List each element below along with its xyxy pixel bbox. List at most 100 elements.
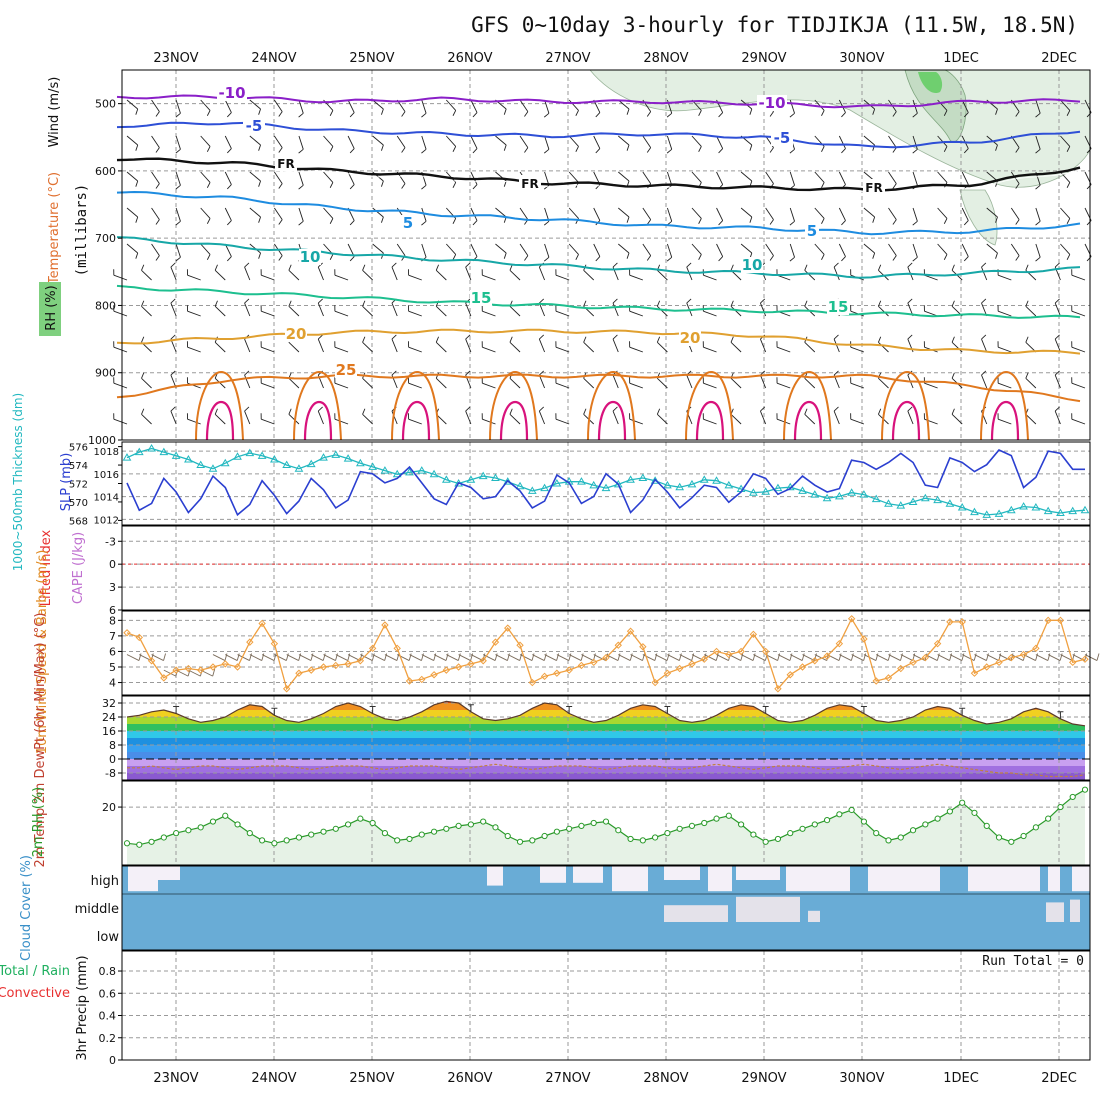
pressure-axis-label: (millibars) [74, 184, 90, 277]
wind-barb-flag [465, 370, 471, 376]
wind-barb [1025, 377, 1037, 389]
wind-barb-flag [612, 262, 618, 268]
wind-barb-flag [981, 298, 987, 304]
wind-barb [151, 99, 160, 112]
wind-barb-10m-flag [973, 653, 977, 661]
wind-barb [274, 99, 283, 112]
contour-label-bg [771, 130, 793, 146]
wind-barb [396, 135, 406, 148]
top-day-label: 29NOV [741, 51, 786, 66]
wind-barb-flag [258, 252, 261, 259]
wind-barb [912, 243, 918, 258]
wind-barb [838, 207, 846, 221]
wind-barb [691, 171, 702, 183]
wind-barb [912, 207, 918, 222]
wind-barb [465, 266, 472, 281]
wind-barb [1035, 207, 1041, 222]
wind-speed-point [1019, 650, 1028, 659]
wind-barb [372, 99, 384, 110]
wind-barb-flag [821, 218, 825, 224]
top-day-label: 25NOV [349, 51, 394, 66]
wind-barb-10m [188, 669, 201, 677]
contour-label-bg [741, 257, 763, 273]
wind-speed-point [307, 666, 315, 674]
wind-speed-point [196, 666, 205, 674]
wind-barb-10m [900, 654, 913, 661]
wind-barb-flag [329, 218, 334, 224]
wind-barb [435, 341, 447, 353]
thickness-point [896, 501, 906, 509]
wind-barb [200, 171, 211, 183]
wind-barb-flag [401, 111, 406, 117]
slp-panel-frame [121, 441, 1091, 526]
wind-barb-flag [155, 183, 160, 189]
wind-speed-point [516, 641, 524, 649]
wind-barb-flag [170, 406, 176, 412]
wind-speed-point [614, 641, 622, 649]
isotherm-25-lobe [685, 370, 734, 441]
wind-barb [629, 310, 644, 317]
wind-barb-10m [1047, 654, 1061, 661]
wind-barb-10m-flag [654, 653, 658, 661]
thickness-point [527, 486, 537, 494]
wind-barb [288, 377, 300, 389]
wind-barb [838, 135, 846, 149]
wind-barb-flag [278, 219, 283, 225]
wind-barb-10m [654, 654, 668, 661]
wind-barb [495, 135, 507, 146]
wind-barb-flag [317, 298, 323, 304]
wind-barb-flag [349, 148, 355, 154]
top-day-label: 27NOV [545, 51, 590, 66]
wind-barb-10m-flag [519, 653, 523, 661]
rh-point [1032, 824, 1039, 831]
wind-barb [126, 207, 139, 218]
wind-barb [317, 302, 324, 317]
top-day-label: 24NOV [251, 51, 296, 66]
wind-barb [1054, 374, 1061, 389]
wind-barb [323, 135, 334, 147]
rh-point [369, 819, 376, 827]
wind-barb-10m [986, 654, 999, 661]
wind-speed-point [761, 647, 770, 656]
wind-barb [1054, 338, 1061, 353]
wind-barb [583, 341, 595, 353]
wind-barb-flag [226, 256, 232, 262]
wind-barb-flag [1054, 370, 1060, 376]
thickness-point [1019, 502, 1028, 510]
wind-barb [703, 418, 717, 425]
wind-barb-10m [286, 654, 299, 661]
li-axis-label: Lifted Index [39, 529, 54, 606]
wind-barb [372, 243, 384, 254]
wind-barb [538, 374, 546, 389]
wind-barb [961, 171, 969, 185]
rh-point [467, 821, 474, 828]
wind-barb-flag [509, 264, 513, 271]
precip-convective-label: Convective [0, 986, 70, 1001]
rh-point [787, 830, 794, 837]
wind-barb-10m-flag [1059, 653, 1063, 661]
wind-barb [814, 243, 825, 255]
wind-barb-flag [833, 370, 839, 376]
wind-barb [997, 418, 1012, 425]
wind-barb-flag [170, 334, 176, 340]
rh-point [234, 821, 241, 828]
chart-title: GFS 0~10day 3-hourly for TIDJIKJA (11.5W… [471, 13, 1078, 37]
wind-barb-10m [1084, 654, 1098, 661]
contour-label: 10 [742, 256, 763, 274]
wind-barb [568, 207, 579, 219]
rh-point [713, 815, 720, 822]
wind-barb [175, 207, 181, 222]
wind-barb [396, 243, 406, 256]
wind-barb [113, 418, 128, 425]
wind-barb-flag [524, 147, 529, 153]
thickness-point [171, 451, 181, 459]
wind-barb-flag [349, 256, 355, 262]
thickness-point [589, 480, 599, 489]
wind-tick-label: 7 [109, 630, 116, 643]
wind-barb-flag [524, 111, 529, 117]
wind-barb-10m [568, 654, 582, 661]
contour-label-bg [243, 118, 265, 134]
wind-barb [175, 135, 181, 150]
thickness-point [663, 480, 672, 489]
wind-barb-flag [317, 334, 323, 340]
